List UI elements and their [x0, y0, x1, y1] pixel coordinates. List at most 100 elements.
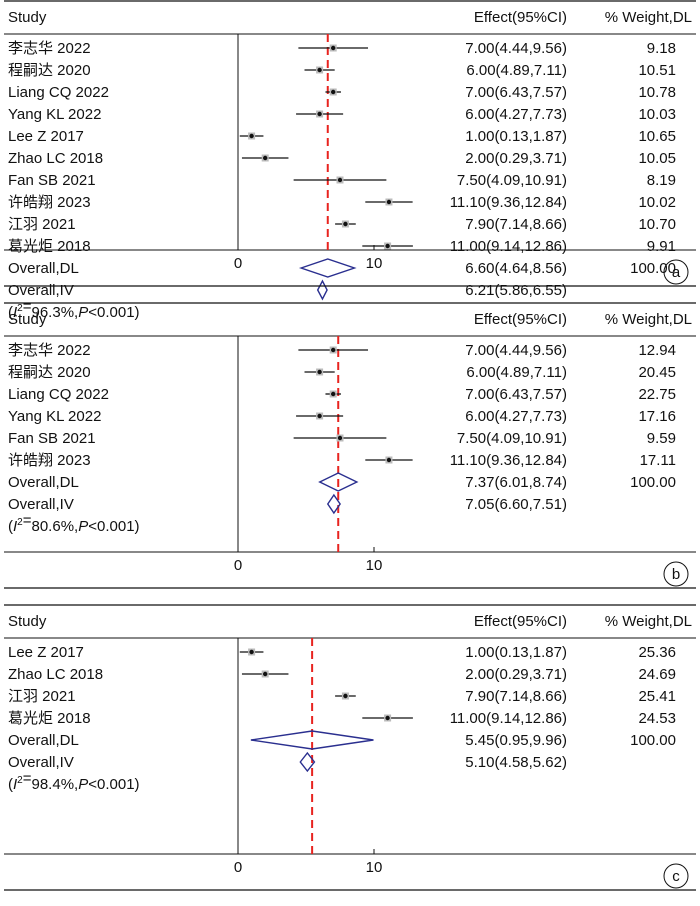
overall-iv-diamond: [316, 279, 328, 301]
header-weight: % Weight,DL: [605, 613, 692, 630]
overall-dl-weight: 100.00: [630, 732, 676, 749]
study-row: 程嗣达 2020 6.00(4.89,7.11) 10.51: [8, 62, 676, 79]
weight-text: 24.69: [638, 666, 676, 683]
header-weight: % Weight,DL: [605, 311, 692, 328]
weight-text: 20.45: [638, 364, 676, 381]
point-estimate: [337, 177, 343, 183]
header-study: Study: [8, 311, 47, 328]
effect-ci-text: 11.10(9.36,12.84): [450, 452, 567, 469]
study-row: 葛光炬 2018 11.00(9.14,12.86) 9.91: [8, 238, 676, 255]
study-row: Fan SB 2021 7.50(4.09,10.91) 8.19: [8, 172, 676, 189]
point-estimate: [386, 199, 392, 205]
x-tick-label: 0: [234, 255, 242, 272]
study-row: 江羽 2021 7.90(7.14,8.66) 10.70: [8, 216, 676, 233]
weight-text: 25.41: [638, 688, 676, 705]
weight-text: 25.36: [638, 644, 676, 661]
panel-label: c: [672, 868, 680, 885]
point-estimate: [331, 391, 336, 397]
weight-text: 10.02: [638, 194, 676, 211]
effect-ci-text: 7.50(4.09,10.91): [457, 430, 567, 447]
study-row: 许皓翔 2023 11.10(9.36,12.84) 10.02: [8, 194, 676, 211]
study-row: Lee Z 2017 1.00(0.13,1.87) 10.65: [8, 128, 676, 145]
overall-iv-effect: 7.05(6.60,7.51): [465, 496, 567, 513]
x-tick-label: 0: [234, 859, 242, 876]
effect-ci-text: 11.00(9.14,12.86): [450, 238, 567, 255]
point-estimate: [317, 413, 322, 419]
header-effect: Effect(95%CI): [474, 613, 567, 630]
heterogeneity-text: (I2=96.3%,P<0.001): [8, 298, 140, 321]
study-name: Liang CQ 2022: [8, 386, 109, 403]
effect-ci-text: 1.00(0.13,1.87): [465, 644, 567, 661]
panel-label: a: [672, 264, 681, 281]
weight-text: 24.53: [638, 710, 676, 727]
weight-text: 9.91: [647, 238, 676, 255]
forest-panel-a: Study Effect(95%CI) % Weight,DL 0 10 李志华 2022…: [4, 0, 696, 321]
study-name: 江羽 2021: [8, 688, 76, 705]
overall-dl-effect: 7.37(6.01,8.74): [465, 474, 567, 491]
overall-iv-effect: 5.10(4.58,5.62): [465, 754, 567, 771]
effect-ci-text: 7.00(6.43,7.57): [465, 84, 567, 101]
overall-dl-effect: 6.60(4.64,8.56): [465, 260, 567, 277]
overall-dl-label: Overall,DL: [8, 732, 79, 749]
weight-text: 10.70: [638, 216, 676, 233]
study-row: Lee Z 2017 1.00(0.13,1.87) 25.36: [8, 644, 676, 661]
forest-panel-c: Study Effect(95%CI) % Weight,DL 0 10 Lee Z 20…: [4, 604, 696, 891]
header-effect: Effect(95%CI): [474, 9, 567, 26]
point-estimate: [343, 221, 348, 227]
study-name: Lee Z 2017: [8, 644, 84, 661]
study-name: 葛光炬 2018: [8, 238, 91, 255]
point-estimate: [249, 649, 254, 655]
study-name: Lee Z 2017: [8, 128, 84, 145]
study-name: Fan SB 2021: [8, 430, 96, 447]
forest-panel-b: Study Effect(95%CI) % Weight,DL 0 10 李志华 2022…: [4, 302, 696, 589]
study-row: Zhao LC 2018 2.00(0.29,3.71) 10.05: [8, 150, 676, 167]
effect-ci-text: 7.90(7.14,8.66): [465, 216, 567, 233]
effect-ci-text: 11.00(9.14,12.86): [450, 710, 567, 727]
heterogeneity-text: (I2=80.6%,P<0.001): [8, 512, 140, 535]
header-weight: % Weight,DL: [605, 9, 692, 26]
study-row: Yang KL 2022 6.00(4.27,7.73) 10.03: [8, 106, 676, 123]
study-name: 江羽 2021: [8, 216, 76, 233]
point-estimate: [331, 347, 336, 353]
overall-dl-diamond: [250, 730, 374, 750]
point-estimate: [337, 435, 343, 441]
study-row: Liang CQ 2022 7.00(6.43,7.57) 10.78: [8, 84, 676, 101]
point-estimate: [263, 671, 268, 677]
study-name: 李志华 2022: [8, 342, 91, 359]
overall-iv-label: Overall,IV: [8, 496, 74, 513]
study-row: 许皓翔 2023 11.10(9.36,12.84) 17.11: [8, 452, 676, 469]
study-row: Yang KL 2022 6.00(4.27,7.73) 17.16: [8, 408, 676, 425]
overall-iv-label: Overall,IV: [8, 754, 74, 771]
study-name: 许皓翔 2023: [8, 194, 91, 211]
x-tick-label: 10: [366, 557, 383, 574]
study-row: 葛光炬 2018 11.00(9.14,12.86) 24.53: [8, 710, 676, 727]
study-row: 程嗣达 2020 6.00(4.89,7.11) 20.45: [8, 364, 676, 381]
overall-iv-diamond: [299, 751, 316, 773]
point-estimate: [263, 155, 268, 161]
header-study: Study: [8, 613, 47, 630]
study-name: Yang KL 2022: [8, 408, 101, 425]
effect-ci-text: 7.00(4.44,9.56): [465, 342, 567, 359]
effect-ci-text: 7.90(7.14,8.66): [465, 688, 567, 705]
overall-dl-weight: 100.00: [630, 260, 676, 277]
x-tick-label: 0: [234, 557, 242, 574]
effect-ci-text: 6.00(4.89,7.11): [466, 62, 567, 79]
study-row: Fan SB 2021 7.50(4.09,10.91) 9.59: [8, 430, 676, 447]
weight-text: 17.11: [640, 452, 676, 469]
effect-ci-text: 6.00(4.89,7.11): [466, 364, 567, 381]
weight-text: 10.03: [638, 106, 676, 123]
weight-text: 8.19: [647, 172, 676, 189]
effect-ci-text: 7.00(6.43,7.57): [465, 386, 567, 403]
study-row: 李志华 2022 7.00(4.44,9.56) 9.18: [8, 40, 676, 57]
effect-ci-text: 7.50(4.09,10.91): [457, 172, 567, 189]
x-tick-label: 10: [366, 255, 383, 272]
effect-ci-text: 2.00(0.29,3.71): [465, 666, 567, 683]
study-name: Yang KL 2022: [8, 106, 101, 123]
point-estimate: [249, 133, 254, 139]
weight-text: 9.59: [647, 430, 676, 447]
overall-dl-weight: 100.00: [630, 474, 676, 491]
point-estimate: [385, 243, 390, 249]
overall-iv-label: Overall,IV: [8, 282, 74, 299]
weight-text: 12.94: [638, 342, 676, 359]
